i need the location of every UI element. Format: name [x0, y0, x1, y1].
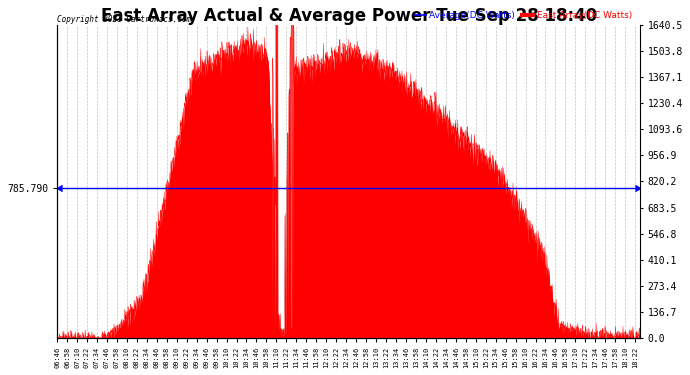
Legend: Average(DC Watts), East Array(DC Watts): Average(DC Watts), East Array(DC Watts) [411, 8, 635, 24]
Text: Copyright 2021 Cartronics.com: Copyright 2021 Cartronics.com [57, 15, 191, 24]
Title: East Array Actual & Average Power Tue Sep 28 18:40: East Array Actual & Average Power Tue Se… [101, 7, 597, 25]
